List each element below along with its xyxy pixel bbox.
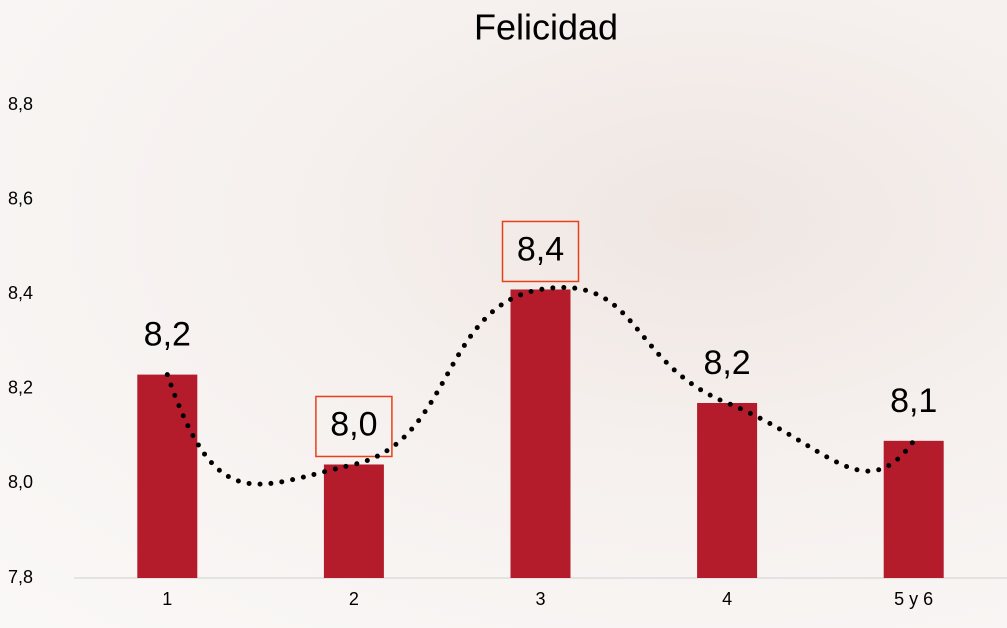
x-tick-label: 4 — [722, 589, 732, 609]
bar — [697, 403, 757, 578]
value-label: 8,2 — [144, 316, 191, 354]
x-tick-label: 2 — [349, 589, 359, 609]
chart-title: Felicidad — [474, 7, 618, 48]
y-tick-label: 8,2 — [8, 378, 33, 398]
bar — [884, 441, 944, 578]
x-tick-label: 1 — [162, 589, 172, 609]
x-tick-label: 3 — [535, 589, 545, 609]
y-tick-label: 8,8 — [8, 94, 33, 114]
value-label: 8,0 — [330, 405, 377, 443]
chart: Felicidad 7,8 8,0 8,2 8,4 8,6 8,8 1 8,2 2 8,0 3 8,4… — [0, 0, 1007, 628]
y-tick-label: 8,0 — [8, 472, 33, 492]
y-tick-label: 7,8 — [8, 567, 33, 587]
bar — [137, 375, 197, 578]
y-tick-label: 8,6 — [8, 188, 33, 208]
value-label: 8,2 — [703, 344, 750, 382]
value-label: 8,1 — [890, 382, 937, 420]
x-tick-label: 5 y 6 — [894, 589, 933, 609]
value-label: 8,4 — [517, 230, 564, 268]
y-tick-label: 8,4 — [8, 283, 33, 303]
bar — [324, 464, 384, 578]
bar — [511, 289, 571, 578]
